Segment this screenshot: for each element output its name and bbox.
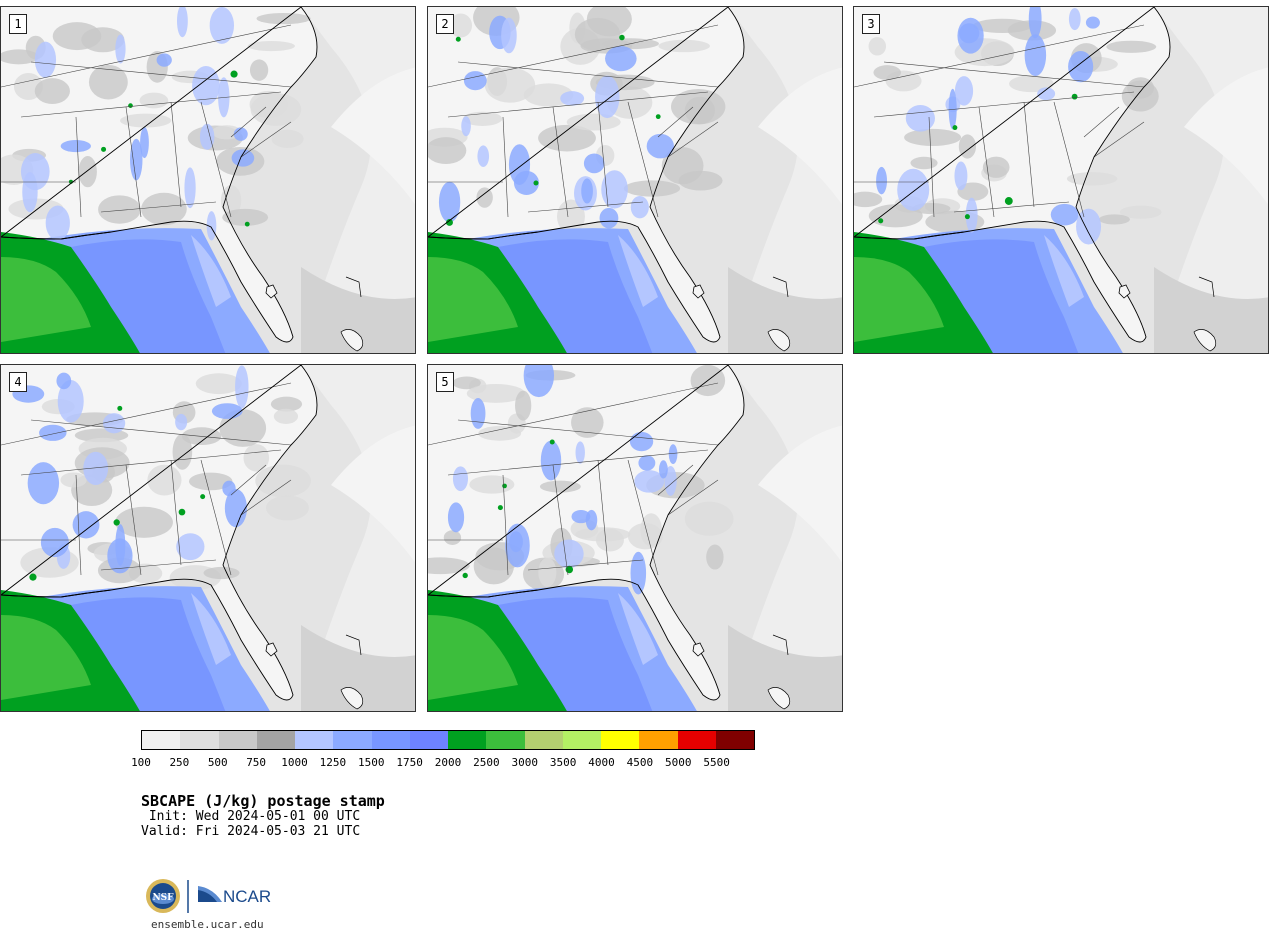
cape-map xyxy=(854,7,1268,353)
nsf-logo: NSF xyxy=(146,879,180,913)
colorbar-swatch xyxy=(562,731,601,749)
colorbar-swatch xyxy=(639,731,678,749)
plot-title: SBCAPE (J/kg) postage stamp xyxy=(141,792,385,810)
init-time: Init: Wed 2024-05-01 00 UTC xyxy=(141,809,361,824)
panel-number-label: 2 xyxy=(436,14,454,34)
colorbar-swatch xyxy=(371,731,410,749)
website-url: ensemble.ucar.edu xyxy=(151,918,264,931)
colorbar-tick-label: 3500 xyxy=(549,756,577,769)
map-panel-1: 1 xyxy=(0,6,416,354)
valid-time: Valid: Fri 2024-05-03 21 UTC xyxy=(141,824,361,839)
colorbar-tick-label: 250 xyxy=(169,756,190,769)
colorbar-swatch xyxy=(180,731,219,749)
colorbar-swatch xyxy=(333,731,372,749)
colorbar-tick-label: 100 xyxy=(131,756,151,769)
colorbar-swatch xyxy=(295,731,334,749)
map-panel-5: 5 xyxy=(427,364,843,712)
cape-map xyxy=(428,365,842,711)
map-panel-3: 3 xyxy=(853,6,1269,354)
panel-number-label: 4 xyxy=(9,372,27,392)
colorbar-swatch xyxy=(218,731,257,749)
colorbar-swatch xyxy=(677,731,716,749)
colorbar-tick-label: 1500 xyxy=(358,756,385,769)
colorbar-swatch xyxy=(601,731,640,749)
nsf-ncar-logo: NSF NCAR xyxy=(146,879,271,913)
colorbar-tick-label: 500 xyxy=(207,756,228,769)
colorbar-tick-label: 5000 xyxy=(665,756,692,769)
colorbar-swatch xyxy=(524,731,563,749)
colorbar xyxy=(141,730,755,750)
colorbar-swatch xyxy=(256,731,295,749)
map-panel-4: 4 xyxy=(0,364,416,712)
colorbar-tick-label: 750 xyxy=(246,756,267,769)
svg-text:NCAR: NCAR xyxy=(223,887,271,906)
colorbar-tick-labels: 100 250 500 750 1000 1250 1500 1750 2000 2500 3000… xyxy=(131,756,755,770)
map-panel-2: 2 xyxy=(427,6,843,354)
panel-number-label: 5 xyxy=(436,372,454,392)
logo-block: NSF NCAR xyxy=(145,878,275,916)
colorbar-swatch xyxy=(409,731,448,749)
panel-number-label: 1 xyxy=(9,14,27,34)
colorbar-tick-label: 4000 xyxy=(588,756,615,769)
panel-number-label: 3 xyxy=(862,14,880,34)
cape-map xyxy=(1,7,415,353)
cape-map xyxy=(1,365,415,711)
colorbar-tick-label: 4500 xyxy=(626,756,654,769)
colorbar-swatch xyxy=(448,731,487,749)
svg-text:NSF: NSF xyxy=(152,893,174,903)
colorbar-tick-label: 3000 xyxy=(511,756,539,769)
colorbar-swatch xyxy=(486,731,525,749)
colorbar-swatch xyxy=(142,731,181,749)
colorbar-tick-label: 1000 xyxy=(281,756,308,769)
colorbar-tick-label: 1250 xyxy=(319,756,347,769)
cape-map xyxy=(428,7,842,353)
colorbar-tick-label: 2000 xyxy=(434,756,462,769)
colorbar-tick-label: 5500 xyxy=(703,756,730,769)
colorbar-tick-label: 1750 xyxy=(396,756,423,769)
colorbar-swatch xyxy=(715,731,754,749)
ncar-logo: NCAR xyxy=(198,886,271,906)
colorbar-tick-label: 2500 xyxy=(473,756,500,769)
